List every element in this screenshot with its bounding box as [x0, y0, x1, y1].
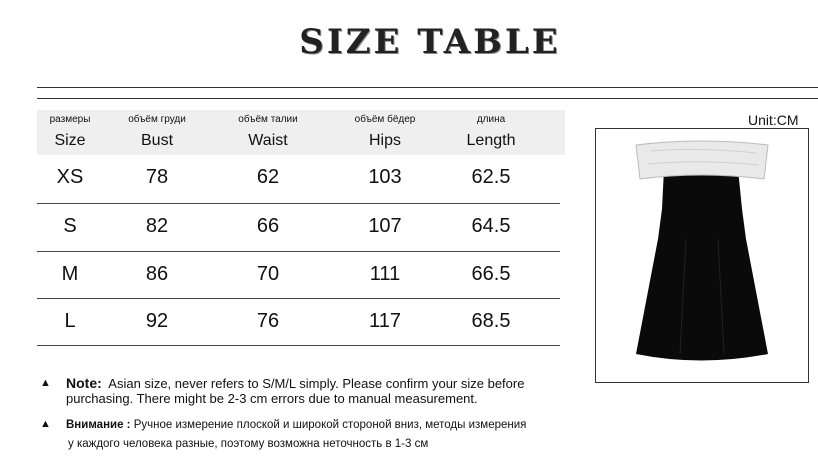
header-waist-ru: объём талии: [238, 114, 298, 125]
triangle-bullet-icon: ▲: [40, 418, 51, 430]
note-text-2: purchasing. There might be 2-3 cm errors…: [66, 391, 478, 406]
table-cell: 62: [256, 166, 280, 188]
table-cell: 66.5: [471, 263, 511, 285]
table-cell: L: [64, 310, 76, 332]
table-cell: 107: [368, 215, 402, 237]
table-cell: 70: [256, 263, 280, 285]
header-length-en: Length: [466, 132, 516, 149]
table-cell: 111: [369, 263, 401, 285]
dress-illustration: [635, 140, 769, 361]
note-ru: Внимание : Ручное измерение плоской и ши…: [66, 416, 526, 454]
unit-label: Unit:CM: [748, 112, 799, 128]
header-size-en: Size: [54, 132, 86, 149]
table-cell: 82: [145, 215, 169, 237]
table-cell: 103: [368, 166, 402, 188]
table-cell: 86: [145, 263, 169, 285]
product-image: [595, 128, 809, 383]
table-cell: 117: [369, 310, 401, 332]
row-divider: [37, 298, 560, 299]
note-label: Note:: [66, 375, 102, 391]
header-size-ru: размеры: [49, 114, 91, 125]
header-waist-en: Waist: [248, 132, 288, 149]
table-cell: 78: [145, 166, 169, 188]
row-divider: [37, 203, 560, 204]
header-hips-ru: объём бёдер: [354, 114, 416, 125]
header-bust-en: Bust: [140, 132, 174, 149]
row-divider: [37, 345, 560, 346]
note-ru-label: Внимание :: [66, 419, 131, 431]
page-title: SIZE TABLE: [299, 22, 561, 62]
header-bust-ru: объём груди: [128, 114, 186, 125]
triangle-bullet-icon: ▲: [40, 377, 51, 389]
table-cell: S: [63, 215, 77, 237]
table-cell: 62.5: [471, 166, 511, 188]
divider: [37, 87, 818, 88]
table-header: [37, 110, 565, 155]
table-cell: 76: [256, 310, 280, 332]
table-cell: 68.5: [471, 310, 511, 332]
note-en: Note: Asian size, never refers to S/M/L …: [66, 375, 525, 407]
note-text-1: Asian size, never refers to S/M/L simply…: [108, 376, 525, 391]
note-ru-text-2: у каждого человека разные, поэтому возмо…: [68, 438, 429, 450]
table-cell: XS: [56, 166, 84, 188]
table-cell: M: [61, 263, 79, 285]
table-cell: 92: [145, 310, 169, 332]
table-cell: 66: [256, 215, 280, 237]
divider: [37, 98, 818, 99]
header-length-ru: длина: [476, 114, 506, 125]
note-ru-text-1: Ручное измерение плоской и широкой сторо…: [133, 419, 527, 431]
table-cell: 64.5: [471, 215, 511, 237]
header-hips-en: Hips: [368, 132, 402, 149]
row-divider: [37, 251, 560, 252]
